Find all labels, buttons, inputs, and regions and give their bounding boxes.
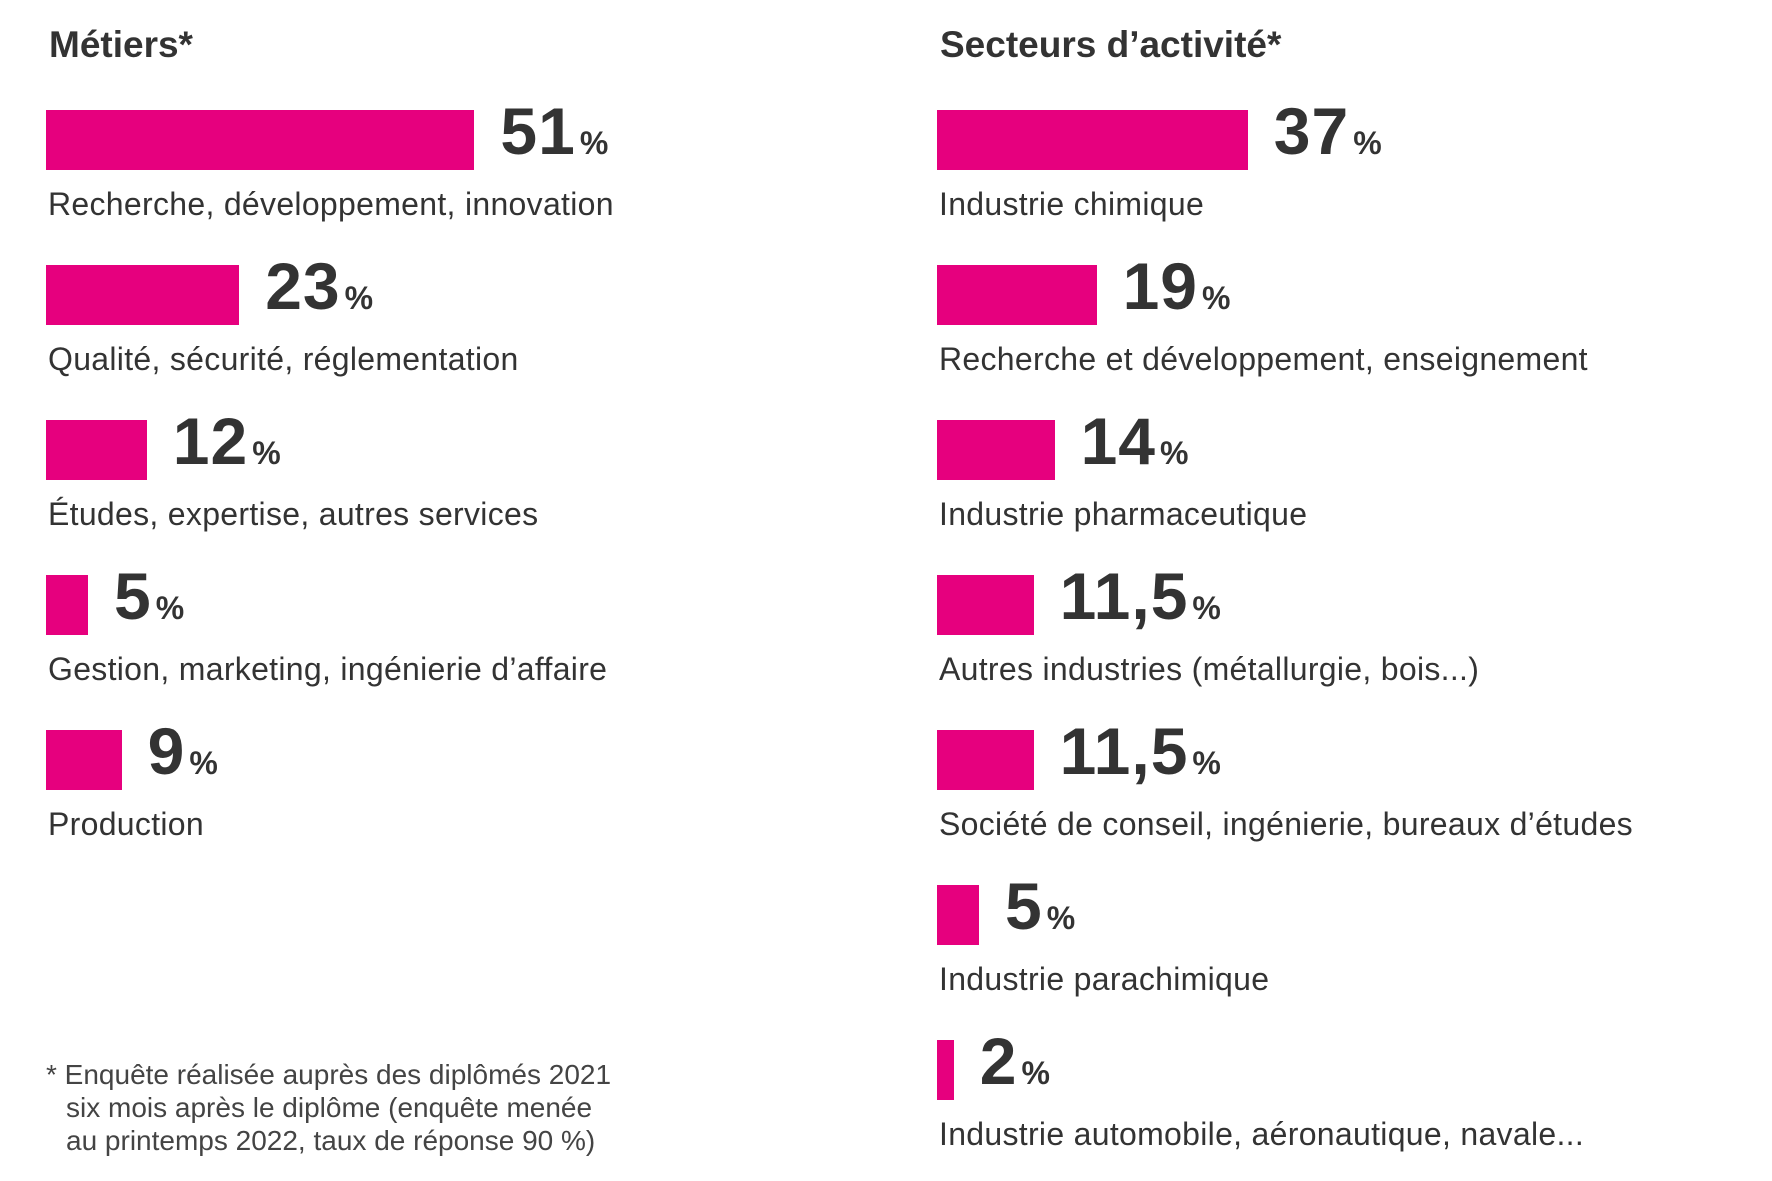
bar-value-label: 23% <box>265 253 373 319</box>
bar <box>937 575 1034 635</box>
bar <box>46 575 88 635</box>
bar-value-label: 51% <box>500 98 608 164</box>
survey-footnote: * Enquête réalisée auprès des diplômés 2… <box>46 1058 766 1157</box>
bar <box>937 730 1034 790</box>
bar-value-label: 19% <box>1123 253 1231 319</box>
bar-value-number: 5 <box>1005 869 1043 943</box>
bar <box>46 420 147 480</box>
bar-value-unit: % <box>1160 435 1189 471</box>
bar <box>937 420 1055 480</box>
bar-value-unit: % <box>344 280 374 316</box>
bar-value-number: 5 <box>114 559 152 633</box>
bar-value-unit: % <box>1192 745 1221 781</box>
bar <box>46 265 240 325</box>
bar-category-label: Qualité, sécurité, réglementation <box>48 341 519 377</box>
bar-category-label: Industrie pharmaceutique <box>939 496 1308 532</box>
bar-item: 11,5% Société de conseil, ingénierie, bur… <box>937 718 1757 870</box>
bar-value-number: 2 <box>979 1024 1018 1098</box>
bar-category-label: Recherche, développement, innovation <box>48 186 614 222</box>
bar-category-label: Industrie parachimique <box>939 961 1270 997</box>
bar-value-unit: % <box>579 125 609 161</box>
bar-value-unit: % <box>252 435 281 471</box>
bar-item: 5% Gestion, marketing, ingénierie d’affai… <box>46 563 866 715</box>
bar-item: 14% Industrie pharmaceutique <box>937 408 1757 560</box>
bar <box>937 1040 954 1100</box>
bar-value-number: 11,5 <box>1059 559 1189 633</box>
bar-item: 37% Industrie chimique <box>937 98 1757 250</box>
bar-value-label: 2% <box>980 1028 1050 1094</box>
bar-value-label: 37% <box>1274 98 1382 164</box>
bar-value-label: 12% <box>173 408 281 474</box>
bar-category-label: Société de conseil, ingénierie, bureaux … <box>939 806 1633 842</box>
bar-value-label: 11,5% <box>1060 563 1221 629</box>
bar-category-label: Recherche et développement, enseignement <box>939 341 1588 377</box>
bar-value-number: 9 <box>147 714 186 788</box>
bar-item: 19% Recherche et développement, enseignem… <box>937 253 1757 405</box>
bar-value-number: 37 <box>1273 94 1350 168</box>
footnote-line-2: six mois après le diplôme (enquête menée <box>66 1092 593 1123</box>
bar <box>937 885 979 945</box>
bar-value-label: 5% <box>1005 873 1075 939</box>
metiers-title: Métiers* <box>49 24 193 65</box>
bar-value-number: 19 <box>1122 249 1199 323</box>
footnote-line-1: * Enquête réalisée auprès des diplômés 2… <box>46 1059 612 1090</box>
bar-item: 11,5% Autres industries (métallurgie, boi… <box>937 563 1757 715</box>
bar <box>937 110 1248 170</box>
bar-value-number: 51 <box>500 94 576 168</box>
bar-item: 5% Industrie parachimique <box>937 873 1757 1025</box>
bar-item: 2% Industrie automobile, aéronautique, na… <box>937 1028 1757 1180</box>
bar <box>46 110 475 170</box>
footnote-line-3: au printemps 2022, taux de réponse 90 %) <box>66 1125 596 1156</box>
bar-value-unit: % <box>189 745 218 781</box>
bar-value-label: 14% <box>1081 408 1189 474</box>
bar-category-label: Industrie chimique <box>939 186 1205 222</box>
bar-value-number: 12 <box>172 404 249 478</box>
bar-category-label: Gestion, marketing, ingénierie d’affaire <box>48 651 608 687</box>
bar-item: 12% Études, expertise, autres services <box>46 408 866 560</box>
bar-category-label: Études, expertise, autres services <box>48 496 539 532</box>
bar-value-unit: % <box>1192 590 1221 626</box>
bar-item: 51% Recherche, développement, innovation <box>46 98 866 250</box>
bar-value-number: 14 <box>1080 404 1157 478</box>
bar-category-label: Industrie automobile, aéronautique, nava… <box>939 1116 1585 1152</box>
bar-value-unit: % <box>155 590 185 626</box>
bar-value-unit: % <box>1202 280 1231 316</box>
bar-item: 23% Qualité, sécurité, réglementation <box>46 253 866 405</box>
bar-value-label: 11,5% <box>1060 718 1221 784</box>
bar-category-label: Autres industries (métallurgie, bois...) <box>939 651 1480 687</box>
bar-value-unit: % <box>1046 900 1076 936</box>
bar-value-number: 23 <box>265 249 341 323</box>
bar-item: 9% Production <box>46 718 866 870</box>
bar-value-unit: % <box>1021 1055 1050 1091</box>
bar-value-label: 5% <box>114 563 184 629</box>
bar-value-number: 11,5 <box>1059 714 1189 788</box>
bar <box>46 730 122 790</box>
secteurs-title: Secteurs d’activité* <box>940 24 1282 65</box>
bar <box>937 265 1097 325</box>
bar-category-label: Production <box>48 806 204 842</box>
bar-value-label: 9% <box>148 718 218 784</box>
bar-value-unit: % <box>1353 125 1382 161</box>
